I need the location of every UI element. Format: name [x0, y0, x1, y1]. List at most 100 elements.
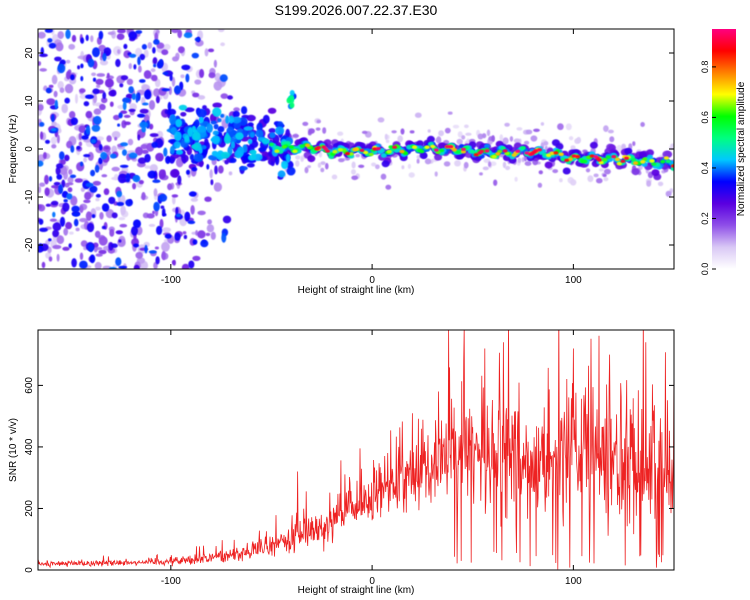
- spectrogram-cell: [517, 157, 522, 164]
- spectrogram-cell: [207, 219, 213, 225]
- spectrogram-cell: [143, 70, 152, 79]
- spectrogram-cell: [228, 171, 233, 176]
- spectrogram-cell: [377, 117, 385, 123]
- spectrogram-cell: [424, 145, 430, 149]
- spectrogram-cell: [436, 136, 442, 144]
- spectrogram-cell: [190, 205, 195, 215]
- spectrogram-cell: [201, 145, 207, 150]
- spectrogram-cell: [220, 93, 229, 99]
- spectrogram-cell: [664, 150, 673, 158]
- spectrogram-cell: [247, 138, 253, 145]
- spectrogram-cell: [38, 31, 46, 39]
- spectrogram-cell: [515, 149, 521, 153]
- spectrogram-cell: [175, 213, 181, 218]
- spectrogram-cell: [525, 129, 533, 135]
- spectrogram-cell: [210, 179, 214, 186]
- spectrogram-cell: [192, 255, 201, 261]
- spectrogram-cell: [161, 250, 166, 261]
- spectrogram-cell: [285, 153, 291, 163]
- spectrogram-cell: [174, 131, 182, 142]
- spectrogram-cell: [211, 135, 220, 145]
- spectrogram-cell: [144, 89, 152, 100]
- spectrogram-cell: [631, 158, 637, 162]
- spectrogram-cell: [632, 141, 636, 147]
- spectrogram-cell: [477, 133, 484, 140]
- snr-xlabel: Height of straight line (km): [298, 585, 415, 596]
- spectrogram-cell: [499, 134, 504, 142]
- spectrogram-cell: [110, 243, 118, 248]
- spectrogram-cell: [148, 100, 156, 110]
- spectrogram-cell: [40, 131, 44, 140]
- spectrogram-cell: [111, 176, 119, 181]
- spectrogram-cell: [504, 122, 510, 127]
- spectrogram-cell: [125, 173, 131, 183]
- spectrogram-cell: [371, 162, 377, 167]
- spectrogram-cell: [351, 175, 359, 181]
- spectrogram-cell: [92, 47, 100, 58]
- spectrogram-cell: [277, 170, 286, 178]
- spectrogram-cell: [57, 81, 64, 90]
- spectrogram-cell: [438, 130, 444, 137]
- spectrogram-cell: [511, 153, 517, 157]
- spectrogram-cell: [231, 116, 242, 124]
- spectrogram-cell: [175, 149, 184, 155]
- spectrogram-cell: [137, 113, 146, 118]
- spectrogram-cell: [192, 239, 198, 245]
- snr-panel: -100 0 100 0 200 400 600 Height of straight li…: [8, 329, 675, 596]
- spectrogram-cell: [118, 265, 128, 269]
- spectrogram-cell: [180, 74, 185, 79]
- spectrogram-cell: [530, 135, 538, 142]
- spectrogram-cell: [460, 149, 467, 154]
- spectrogram-cell: [183, 234, 188, 240]
- spectrogram-cell: [53, 181, 61, 186]
- spectrogram-cell: [570, 145, 576, 150]
- spectrogram-cell: [380, 173, 387, 180]
- spectrogram-cell: [126, 78, 134, 86]
- spectrogram-cell: [576, 136, 581, 144]
- spectrogram-cell: [164, 109, 169, 115]
- spectrogram-cell: [323, 147, 329, 151]
- spectrogram-cell: [116, 201, 125, 207]
- spectrogram-cell: [286, 97, 292, 104]
- spectrogram-cell: [39, 122, 45, 127]
- spectrogram-cell: [57, 63, 66, 74]
- spectrogram-cell: [375, 164, 380, 170]
- spectrogram-cell: [593, 155, 599, 159]
- spectrogram-cell: [117, 123, 121, 127]
- spectrogram-cell: [64, 97, 70, 104]
- spectrogram-cell: [451, 148, 457, 152]
- spectrogram-cell: [85, 94, 94, 100]
- spectrogram-cell: [115, 230, 124, 235]
- spectrogram-cell: [210, 120, 217, 125]
- spectrogram-cell: [461, 147, 466, 151]
- spectrogram-cell: [90, 208, 97, 217]
- spectrogram-cell: [64, 83, 74, 94]
- colorbar-strip: [712, 29, 736, 269]
- spectrogram-cell: [320, 167, 325, 173]
- spectrogram-cell: [67, 176, 74, 184]
- spectrogram-cell: [502, 149, 508, 153]
- snr-xtick-label: 100: [565, 576, 582, 587]
- spectrogram-cell: [559, 178, 563, 183]
- spectrogram-cell: [162, 227, 172, 233]
- spectrogram-cell: [139, 121, 148, 128]
- spectrogram-cell: [119, 223, 128, 228]
- spectrogram-cell: [174, 232, 181, 241]
- spectrogram-cell: [144, 153, 151, 163]
- spectrogram-cell: [524, 151, 530, 155]
- spectrogram-cell: [83, 157, 87, 163]
- spectrogram-cell: [92, 77, 97, 82]
- colorbar-tick-label: 0.8: [700, 61, 710, 74]
- spectrogram-cell: [151, 141, 158, 148]
- spectrogram-cell: [318, 151, 323, 158]
- spectrogram-cell: [337, 148, 343, 152]
- spectrogram-cell: [177, 46, 185, 54]
- spectrogram-cell: [171, 29, 180, 34]
- spectrogram-cell: [52, 222, 62, 232]
- spectrogram-cell: [538, 170, 543, 175]
- spectrogram-cell: [234, 150, 243, 159]
- spectrogram-cell: [255, 129, 264, 138]
- spectrogram-cell: [57, 31, 64, 40]
- spectrogram-cell: [194, 79, 202, 85]
- spectrogram-cell: [83, 199, 91, 204]
